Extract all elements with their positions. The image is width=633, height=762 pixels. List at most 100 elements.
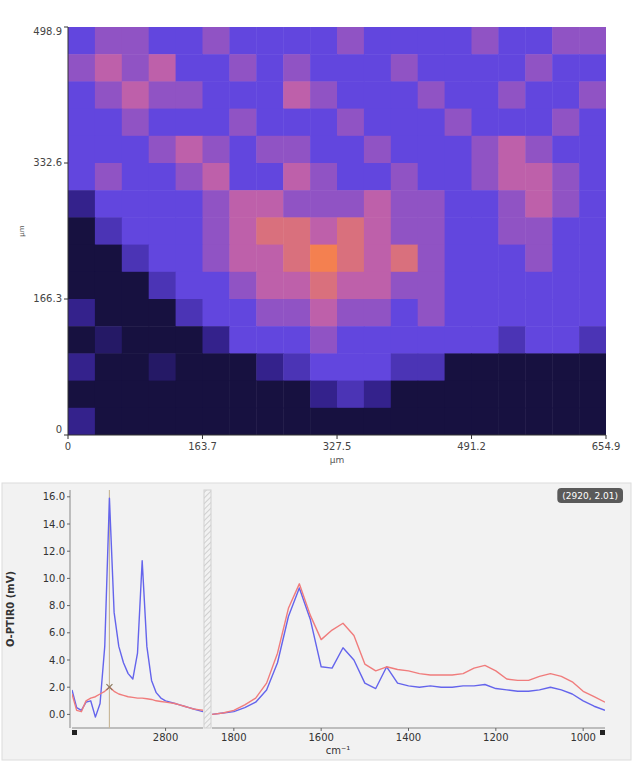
y-tick-label: 166.3 bbox=[33, 293, 62, 304]
map-cell bbox=[418, 326, 445, 354]
map-cell bbox=[364, 299, 391, 327]
x-tick-label: 491.2 bbox=[457, 441, 486, 452]
map-cell bbox=[472, 326, 499, 354]
range-handle bbox=[600, 730, 605, 735]
map-cell bbox=[283, 326, 310, 354]
map-cell bbox=[68, 353, 95, 381]
map-cell bbox=[176, 81, 203, 109]
map-cell bbox=[579, 136, 606, 164]
map-cell bbox=[472, 27, 499, 55]
map-cell bbox=[122, 245, 149, 273]
series-group bbox=[212, 584, 605, 715]
map-cell bbox=[256, 381, 283, 409]
map-cell bbox=[68, 163, 95, 191]
map-cell bbox=[418, 245, 445, 273]
x-tick bbox=[606, 435, 607, 439]
map-cell bbox=[445, 54, 472, 82]
map-cell bbox=[337, 190, 364, 218]
y-axis-title: µm bbox=[18, 225, 26, 236]
map-cell bbox=[552, 245, 579, 273]
map-cell bbox=[310, 381, 337, 409]
map-cell bbox=[445, 299, 472, 327]
map-cell bbox=[364, 81, 391, 109]
map-cell bbox=[176, 27, 203, 55]
map-cell bbox=[203, 81, 230, 109]
map-cell bbox=[203, 54, 230, 82]
map-cell bbox=[498, 81, 525, 109]
map-cell bbox=[149, 81, 176, 109]
spectrum: 28000.02.04.06.08.010.012.014.016.0O-PTI… bbox=[5, 488, 623, 756]
map-cell bbox=[310, 81, 337, 109]
map-cell bbox=[391, 326, 418, 354]
map-cell bbox=[337, 353, 364, 381]
map-cell bbox=[418, 163, 445, 191]
y-tick-label: 16.0 bbox=[43, 491, 65, 502]
figure: 0163.7327.5491.2654.90166.3332.6498.9µmµ… bbox=[0, 0, 633, 762]
map-cell bbox=[391, 190, 418, 218]
x-tick bbox=[408, 728, 409, 731]
map-cell bbox=[364, 109, 391, 137]
map-cell bbox=[95, 245, 122, 273]
spectrum-line bbox=[72, 687, 203, 712]
map-cells bbox=[68, 27, 606, 435]
y-tick bbox=[64, 299, 68, 300]
map-cell bbox=[525, 326, 552, 354]
map-cell bbox=[68, 136, 95, 164]
y-tick-label: 6.0 bbox=[49, 627, 65, 638]
map-cell bbox=[68, 54, 95, 82]
map-cell bbox=[498, 217, 525, 245]
map-cell bbox=[176, 109, 203, 137]
map-cell bbox=[203, 136, 230, 164]
x-tick bbox=[68, 435, 69, 439]
map-cell bbox=[418, 381, 445, 409]
map-cell bbox=[498, 408, 525, 435]
x-tick-label: 1400 bbox=[396, 732, 421, 743]
map-cell bbox=[337, 408, 364, 435]
map-cell bbox=[552, 299, 579, 327]
x-tick-label: 2800 bbox=[153, 732, 178, 743]
map-cell bbox=[337, 217, 364, 245]
map-cell bbox=[310, 245, 337, 273]
y-tick-label: 8.0 bbox=[49, 600, 65, 611]
map-cell bbox=[364, 163, 391, 191]
map-cell bbox=[203, 163, 230, 191]
y-tick bbox=[64, 435, 68, 436]
map-cell bbox=[364, 27, 391, 55]
map-cell bbox=[203, 190, 230, 218]
map-cell bbox=[579, 408, 606, 435]
map-cell bbox=[229, 326, 256, 354]
map-cell bbox=[229, 81, 256, 109]
map-cell bbox=[579, 81, 606, 109]
map-cell bbox=[95, 136, 122, 164]
map-cell bbox=[391, 272, 418, 300]
map-cell bbox=[525, 217, 552, 245]
map-cell bbox=[229, 245, 256, 273]
map-cell bbox=[68, 299, 95, 327]
map-cell bbox=[498, 163, 525, 191]
map-cell bbox=[391, 27, 418, 55]
map-cell bbox=[310, 54, 337, 82]
map-cell bbox=[122, 163, 149, 191]
map-cell bbox=[256, 272, 283, 300]
map-cell bbox=[68, 217, 95, 245]
map-cell bbox=[445, 326, 472, 354]
map-cell bbox=[95, 190, 122, 218]
map-cell bbox=[310, 27, 337, 55]
map-cell bbox=[122, 408, 149, 435]
map-cell bbox=[337, 381, 364, 409]
map-cell bbox=[552, 272, 579, 300]
map: 0163.7327.5491.2654.90166.3332.6498.9µmµ… bbox=[18, 26, 620, 465]
map-cell bbox=[498, 190, 525, 218]
map-cell bbox=[498, 381, 525, 409]
map-cell bbox=[472, 109, 499, 137]
map-cell bbox=[256, 109, 283, 137]
map-cell bbox=[472, 381, 499, 409]
map-cell bbox=[229, 353, 256, 381]
map-cell bbox=[68, 272, 95, 300]
map-cell bbox=[418, 136, 445, 164]
map-cell bbox=[525, 136, 552, 164]
map-cell bbox=[552, 190, 579, 218]
map-cell bbox=[445, 381, 472, 409]
map-cell bbox=[203, 27, 230, 55]
y-axis-title: O-PTIR0 (mV) bbox=[5, 571, 16, 647]
